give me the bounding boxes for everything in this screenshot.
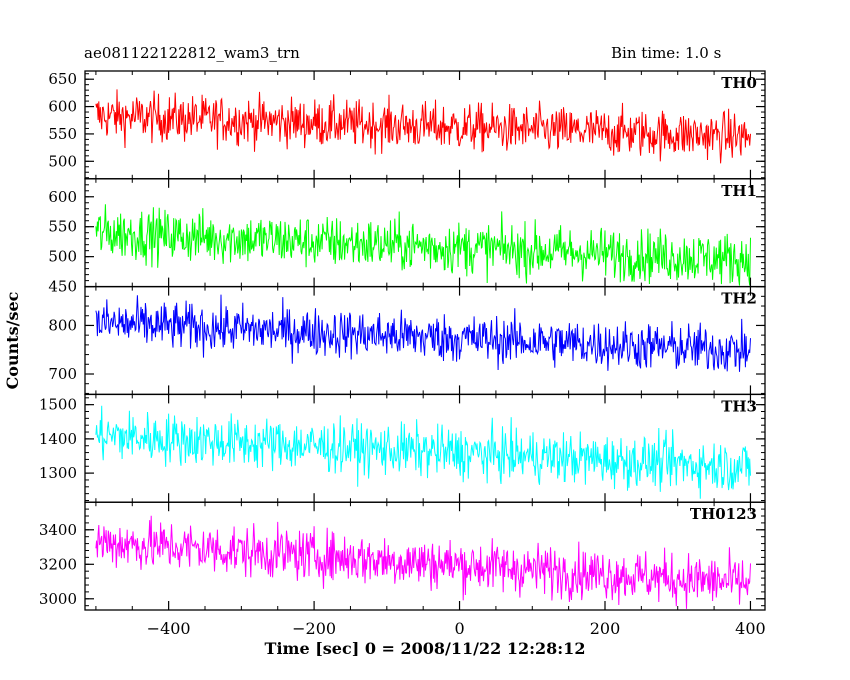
y-tick-label: 550 (48, 125, 77, 143)
series-line-th0 (95, 89, 751, 164)
y-tick-label: 600 (48, 188, 77, 206)
panel-label-th1: TH1 (721, 182, 757, 200)
y-tick-label: 500 (48, 152, 77, 170)
y-tick-label: 600 (48, 98, 77, 116)
panel-label-th3: TH3 (721, 397, 757, 415)
x-tick-label: 400 (735, 619, 766, 638)
x-tick-label: −200 (292, 619, 336, 638)
y-tick-label: 1300 (39, 464, 77, 482)
y-tick-label: 1400 (39, 430, 77, 448)
panel-label-th0123: TH0123 (690, 505, 757, 523)
series-line-th2 (95, 294, 751, 372)
y-tick-label: 650 (48, 70, 77, 88)
y-tick-label: 550 (48, 218, 77, 236)
y-axis-label: Counts/sec (3, 291, 22, 389)
series-line-th0123 (95, 515, 751, 609)
y-tick-label: 3200 (39, 555, 77, 573)
x-tick-label: −400 (147, 619, 191, 638)
x-axis-label: Time [sec] 0 = 2008/11/22 12:28:12 (265, 639, 586, 658)
panel-label-th0: TH0 (721, 74, 757, 92)
chart-title: ae081122122812_wam3_trn (84, 44, 300, 62)
panel-label-th2: TH2 (721, 290, 757, 308)
panel-frame-th0123 (84, 501, 766, 611)
bin-time-label: Bin time: 1.0 s (611, 44, 722, 62)
series-line-th3 (95, 405, 751, 499)
y-tick-label: 800 (48, 316, 77, 334)
y-tick-label: 1500 (39, 396, 77, 414)
y-tick-label: 3400 (39, 521, 77, 539)
y-tick-label: 3000 (39, 590, 77, 608)
y-tick-label: 450 (48, 278, 77, 296)
x-tick-label: 0 (454, 619, 464, 638)
x-tick-label: 200 (590, 619, 621, 638)
y-tick-label: 500 (48, 248, 77, 266)
series-line-th1 (95, 204, 751, 286)
y-tick-label: 700 (48, 365, 77, 383)
